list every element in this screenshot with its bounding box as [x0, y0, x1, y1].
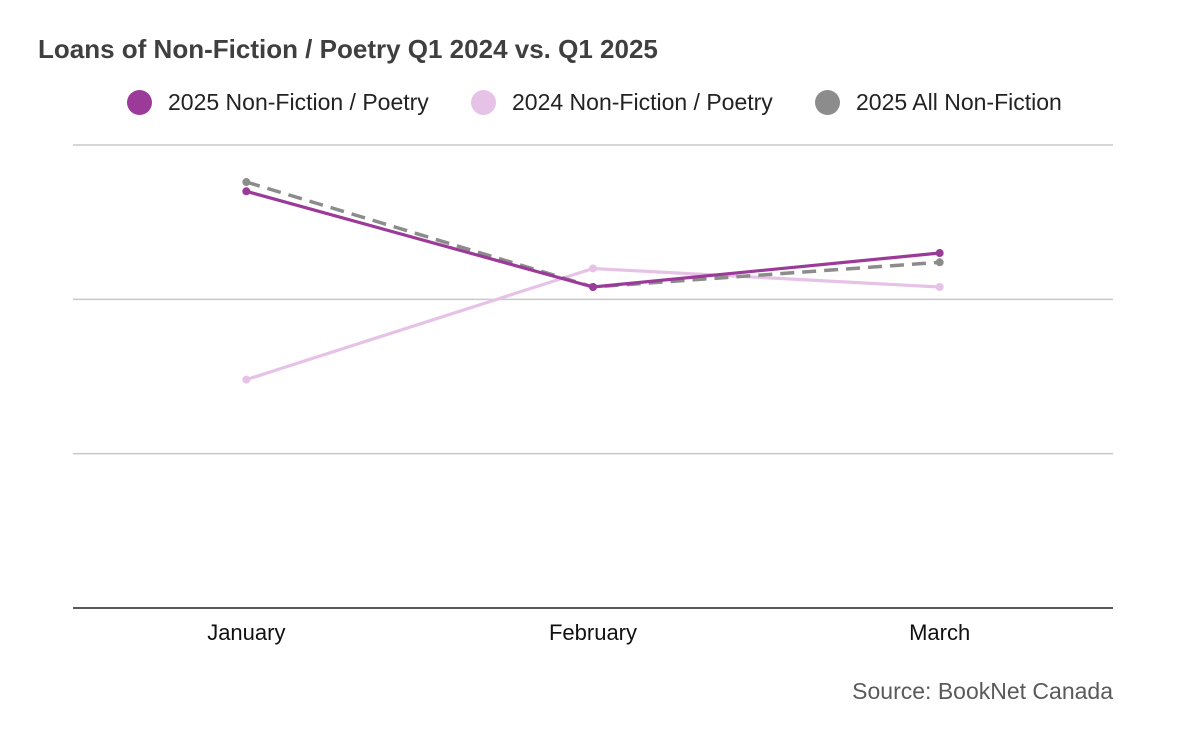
chart-title: Loans of Non-Fiction / Poetry Q1 2024 vs… [38, 34, 658, 64]
legend-marker-icon [471, 89, 496, 115]
legend-item-2024-nonfiction-poetry[interactable]: 2024 Non-Fiction / Poetry [471, 86, 773, 118]
legend-label: 2024 Non-Fiction / Poetry [512, 88, 773, 115]
x-tick-label: March [909, 620, 970, 645]
data-point[interactable] [589, 282, 597, 291]
legend-item-2025-nonfiction-poetry[interactable]: 2025 Non-Fiction / Poetry [127, 86, 429, 118]
data-point[interactable] [242, 375, 251, 384]
source-note: Source: BookNet Canada [852, 678, 1113, 704]
data-point[interactable] [935, 249, 944, 258]
data-point[interactable] [935, 258, 944, 267]
data-point[interactable] [589, 264, 597, 273]
data-point[interactable] [242, 178, 251, 187]
x-tick-label: February [549, 620, 637, 645]
legend-label: 2025 All Non-Fiction [856, 88, 1062, 115]
chart-legend: 2025 Non-Fiction / Poetry 2024 Non-Ficti… [0, 86, 1200, 118]
legend-marker-icon [127, 89, 152, 115]
legend-item-2025-all-nonfiction[interactable]: 2025 All Non-Fiction [815, 86, 1062, 118]
data-point[interactable] [935, 282, 944, 291]
x-tick-label: January [207, 620, 285, 645]
legend-label: 2025 Non-Fiction / Poetry [168, 88, 429, 115]
data-point[interactable] [242, 187, 251, 196]
legend-marker-icon [815, 89, 840, 115]
series-line [245, 189, 940, 289]
